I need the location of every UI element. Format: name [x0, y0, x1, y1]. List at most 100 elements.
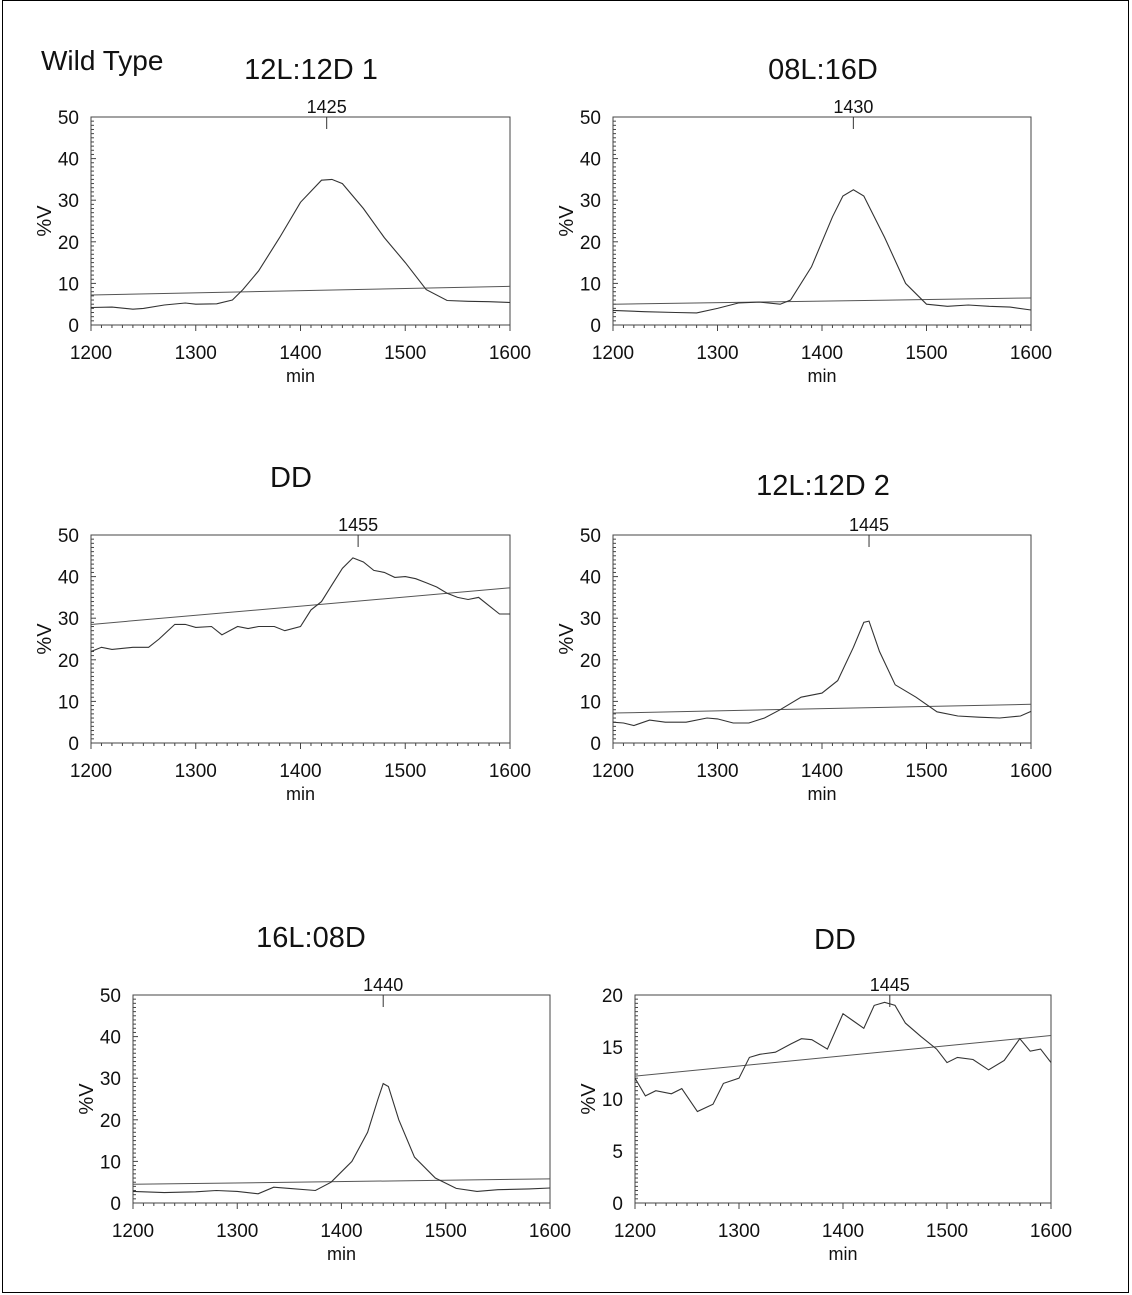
y-tick-label: 40 — [580, 568, 601, 589]
x-tick-label: 1500 — [384, 343, 426, 364]
trend-line — [90, 285, 511, 296]
y-tick-label: 50 — [580, 526, 601, 547]
chart-title: 12L:12D 1 — [244, 54, 378, 86]
x-tick-label: 1500 — [905, 343, 947, 364]
plot-area — [634, 994, 1052, 1204]
plot-area — [90, 534, 511, 744]
x-tick-label: 1300 — [718, 1221, 760, 1242]
y-tick-label: 40 — [580, 150, 601, 171]
y-tick-label: 10 — [58, 692, 79, 713]
chart-title: DD — [270, 462, 312, 494]
data-series-line — [612, 620, 1032, 727]
x-tick-label: 1600 — [489, 343, 531, 364]
peak-label: 1445 — [849, 515, 889, 535]
peak-label: 1440 — [363, 975, 403, 995]
chart-panel-2: 08L:16D 1200 1300 1400 1500 1600 0 10 20 30 40 50 mi… — [556, 54, 1052, 386]
figure-label: Wild Type — [41, 45, 164, 76]
y-tick-label: 20 — [580, 233, 601, 254]
x-tick-label: 1500 — [926, 1221, 968, 1242]
x-tick-label: 1200 — [112, 1221, 154, 1242]
x-axis-label: min — [327, 1244, 356, 1264]
peak-label: 1455 — [338, 515, 378, 535]
x-tick-label: 1200 — [70, 761, 112, 782]
y-tick-label: 50 — [100, 986, 121, 1007]
y-tick-label: 0 — [590, 316, 601, 337]
chart-panel-6: DD 1200 1300 1400 1500 1600 0 5 10 15 20 min %V 1445 — [578, 924, 1072, 1264]
y-tick-label: 50 — [580, 108, 601, 129]
y-axis-label: %V — [556, 205, 578, 237]
x-tick-label: 1400 — [822, 1221, 864, 1242]
y-tick-label: 10 — [580, 274, 601, 295]
y-tick-label: 10 — [58, 274, 79, 295]
peak-label-bg — [332, 517, 385, 533]
data-series-line — [612, 189, 1032, 314]
peak-label-bg — [300, 99, 353, 115]
y-tick-label: 10 — [602, 1090, 623, 1111]
y-tick-label: 0 — [68, 316, 79, 337]
y-tick-label: 0 — [110, 1194, 121, 1215]
y-axis-label: %V — [556, 623, 578, 655]
y-tick-label: 30 — [58, 609, 79, 630]
peak-label-bg — [357, 977, 410, 993]
trend-line — [612, 703, 1032, 714]
y-axis-label: %V — [34, 205, 56, 237]
peak-label-bg — [863, 977, 916, 993]
chart-title: 08L:16D — [768, 54, 878, 86]
x-tick-label: 1600 — [1010, 343, 1052, 364]
y-tick-label: 0 — [68, 734, 79, 755]
y-tick-label: 15 — [602, 1038, 623, 1059]
y-tick-label: 10 — [580, 692, 601, 713]
data-series-line — [634, 1001, 1052, 1113]
x-tick-label: 1300 — [175, 343, 217, 364]
x-tick-label: 1200 — [592, 761, 634, 782]
x-tick-label: 1300 — [696, 343, 738, 364]
y-tick-label: 30 — [580, 191, 601, 212]
y-axis-label: %V — [34, 623, 56, 655]
data-series-line — [90, 557, 510, 653]
chart-title: DD — [814, 924, 856, 956]
y-tick-label: 5 — [612, 1142, 623, 1163]
y-tick-label: 20 — [58, 233, 79, 254]
y-tick-label: 50 — [58, 526, 79, 547]
peak-label: 1430 — [833, 97, 873, 117]
x-tick-label: 1200 — [70, 343, 112, 364]
y-axis-label: %V — [76, 1083, 98, 1115]
chart-panel-3: DD 1200 1300 1400 1500 1600 0 10 20 30 40 50 min %V 14… — [34, 462, 531, 804]
chart-panel-1: 12L:12D 1 1200 1300 1400 1500 1600 0 10 20 30 40 50… — [34, 54, 531, 386]
y-tick-label: 20 — [602, 986, 623, 1007]
x-tick-label: 1500 — [384, 761, 426, 782]
x-tick-label: 1400 — [801, 761, 843, 782]
x-tick-label: 1600 — [1030, 1221, 1072, 1242]
y-tick-label: 20 — [58, 651, 79, 672]
x-axis-label: min — [286, 784, 315, 804]
x-tick-label: 1500 — [905, 761, 947, 782]
x-tick-label: 1300 — [216, 1221, 258, 1242]
y-tick-label: 40 — [58, 150, 79, 171]
y-tick-label: 30 — [580, 609, 601, 630]
trend-line — [612, 297, 1032, 305]
x-tick-label: 1600 — [1010, 761, 1052, 782]
chart-panel-4: 12L:12D 2 1200 1300 1400 1500 1600 0 10 20 30 40 50… — [556, 470, 1052, 804]
x-tick-label: 1400 — [279, 343, 321, 364]
x-axis-label: min — [286, 366, 315, 386]
peak-label: 1425 — [307, 97, 347, 117]
x-tick-label: 1600 — [489, 761, 531, 782]
x-tick-label: 1300 — [175, 761, 217, 782]
x-axis-label: min — [807, 784, 836, 804]
y-tick-label: 40 — [58, 568, 79, 589]
y-tick-label: 30 — [100, 1069, 121, 1090]
trend-line — [634, 1035, 1052, 1077]
y-tick-label: 30 — [58, 191, 79, 212]
x-tick-label: 1400 — [801, 343, 843, 364]
x-tick-label: 1500 — [425, 1221, 467, 1242]
data-series-line — [90, 178, 511, 310]
plot-area — [612, 116, 1032, 326]
x-tick-label: 1300 — [696, 761, 738, 782]
trend-line — [90, 587, 511, 625]
x-tick-label: 1200 — [614, 1221, 656, 1242]
peak-label: 1445 — [870, 975, 910, 995]
y-tick-label: 40 — [100, 1028, 121, 1049]
y-tick-label: 20 — [580, 651, 601, 672]
